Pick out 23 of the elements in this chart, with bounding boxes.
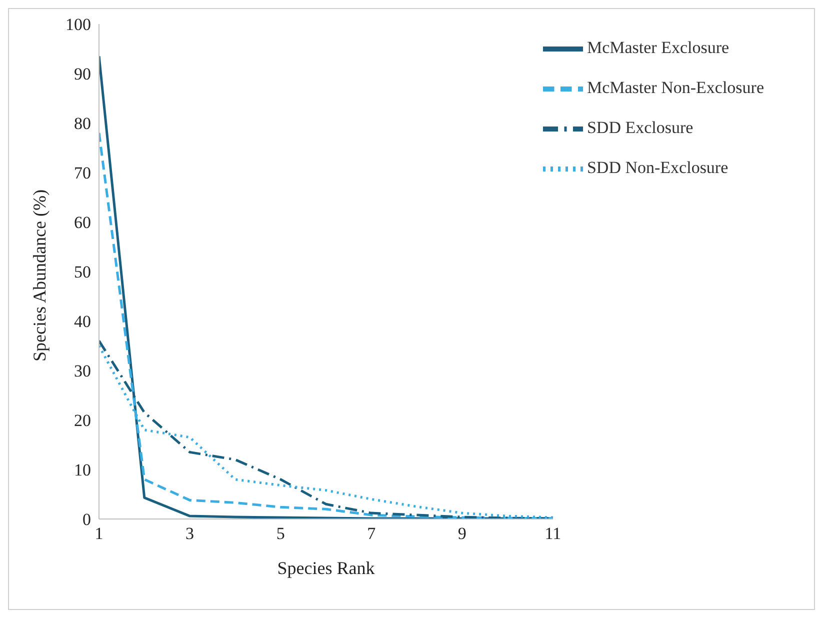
y-tick-label: 90 [74, 64, 91, 84]
y-tick-label: 80 [74, 114, 91, 134]
y-tick-label: 40 [74, 312, 91, 332]
y-tick-label: 100 [66, 15, 91, 34]
x-tick-label: 3 [186, 524, 194, 544]
legend-label: SDD Non-Exclosure [586, 158, 728, 177]
y-axis-title: Species Abundance (%) [29, 190, 50, 362]
y-tick-label: 20 [74, 411, 91, 430]
x-tick-label: 1 [94, 524, 104, 544]
x-tick-label: 5 [276, 524, 285, 544]
y-tick-label: 0 [82, 510, 91, 530]
y-tick-label: 30 [74, 362, 91, 381]
y-tick-label: 10 [74, 460, 91, 480]
legend-label: SDD Exclosure [586, 118, 694, 137]
x-axis-title: Species Rank [277, 558, 375, 578]
legend-label: McMaster Exclosure [586, 38, 730, 57]
y-tick-label: 70 [74, 164, 91, 183]
x-tick-label: 7 [367, 524, 376, 544]
y-tick-label: 60 [74, 213, 91, 232]
x-tick-label: 11 [544, 524, 562, 544]
y-tick-label: 50 [74, 262, 91, 282]
x-tick-label: 9 [458, 524, 466, 544]
legend-label: McMaster Non-Exclosure [586, 78, 764, 97]
